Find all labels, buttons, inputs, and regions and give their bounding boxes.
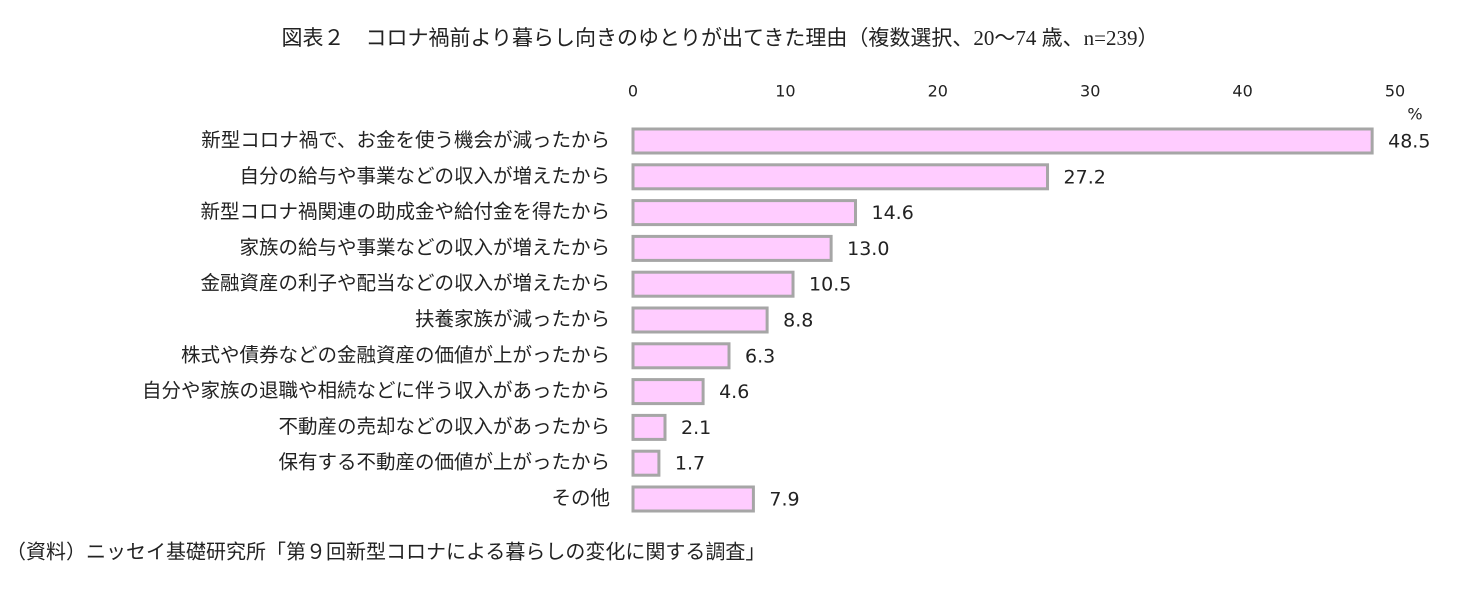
x-tick-label: 50 — [1385, 82, 1405, 101]
value-label: 13.0 — [847, 238, 889, 260]
source-note: （資料）ニッセイ基礎研究所「第９回新型コロナによる暮らしの変化に関する調査」 — [6, 540, 765, 564]
x-tick-label: 10 — [775, 82, 795, 101]
category-label: 株式や債券などの金融資産の価値が上がったから — [181, 343, 610, 366]
category-label: 家族の給与や事業などの収入が増えたから — [239, 236, 610, 259]
x-tick-label: 40 — [1232, 82, 1252, 101]
category-label: 保有する不動産の価値が上がったから — [278, 451, 610, 474]
chart-title: 図表２ コロナ禍前より暮らし向きのゆとりが出てきた理由（複数選択、20～74 歳… — [281, 26, 1158, 50]
x-unit: % — [1407, 105, 1422, 124]
x-tick-label: 0 — [628, 82, 638, 101]
value-label: 4.6 — [719, 381, 749, 403]
category-label: 扶養家族が減ったから — [415, 308, 610, 331]
bar — [631, 234, 833, 262]
x-tick-label: 30 — [1080, 82, 1100, 101]
value-label: 10.5 — [809, 274, 851, 296]
category-label: 自分の給与や事業などの収入が増えたから — [239, 164, 610, 187]
bar — [631, 449, 661, 477]
category-label: 金融資産の利子や配当などの収入が増えたから — [200, 272, 610, 295]
bar — [631, 306, 769, 334]
bar — [631, 378, 705, 406]
value-label: 1.7 — [675, 453, 705, 475]
value-label: 7.9 — [769, 489, 799, 511]
value-label: 14.6 — [872, 202, 914, 224]
value-label: 2.1 — [681, 417, 711, 439]
category-label: 不動産の売却などの収入があったから — [278, 415, 610, 438]
bar — [631, 270, 795, 298]
x-tick-label: 20 — [928, 82, 948, 101]
bar — [631, 163, 1050, 191]
category-label: 新型コロナ禍関連の助成金や給付金を得たから — [200, 200, 610, 223]
category-label: 新型コロナ禍で、お金を使う機会が減ったから — [201, 129, 610, 152]
bar — [631, 342, 731, 370]
value-label: 8.8 — [783, 310, 813, 332]
value-label: 27.2 — [1064, 166, 1106, 188]
bar — [631, 413, 667, 441]
value-label: 6.3 — [745, 345, 775, 367]
bar — [631, 485, 755, 513]
bar — [631, 127, 1374, 155]
category-label: 自分や家族の退職や相続などに伴う収入があったから — [142, 379, 610, 402]
bar — [631, 199, 858, 227]
value-label: 48.5 — [1388, 131, 1430, 153]
category-label: その他 — [551, 487, 610, 510]
